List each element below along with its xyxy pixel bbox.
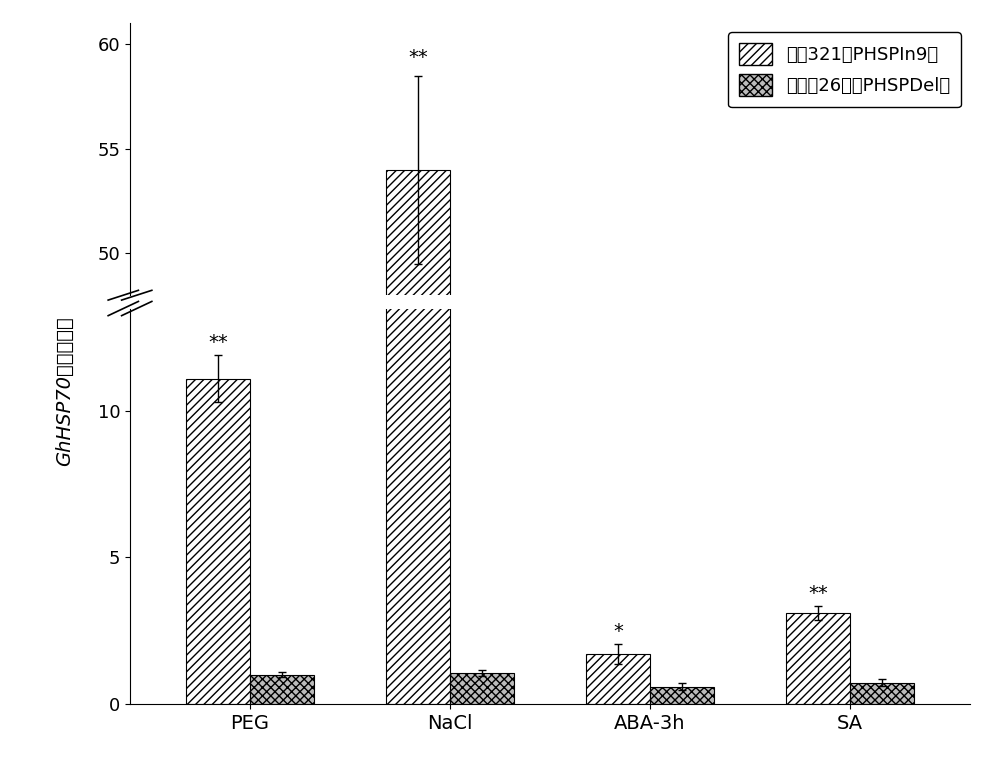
- Bar: [250, 675, 314, 704]
- Text: **: **: [208, 333, 228, 353]
- Bar: [450, 673, 514, 704]
- Bar: [650, 687, 714, 704]
- Bar: [386, 170, 450, 782]
- Text: **: **: [808, 584, 828, 603]
- Legend: 石远321（PHSPIn9）, 新陆无26号（PHSPDel）: 石远321（PHSPIn9）, 新陆无26号（PHSPDel）: [728, 33, 961, 107]
- Bar: [850, 683, 914, 704]
- Bar: [786, 613, 850, 704]
- Bar: [386, 0, 450, 704]
- Text: GhHSP70相对表达量: GhHSP70相对表达量: [55, 316, 74, 466]
- Text: **: **: [408, 48, 428, 67]
- Bar: [186, 378, 250, 704]
- Text: *: *: [613, 622, 623, 641]
- Bar: [586, 654, 650, 704]
